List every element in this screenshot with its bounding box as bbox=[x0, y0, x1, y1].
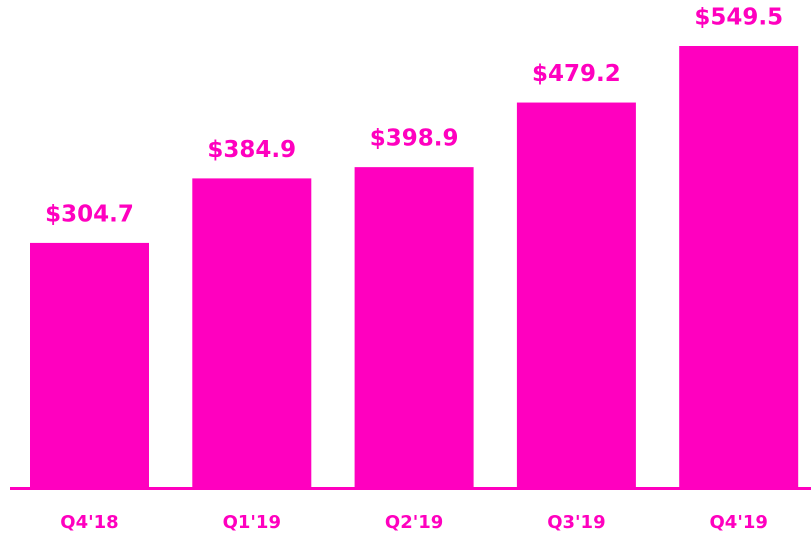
x-tick-label: Q1'19 bbox=[223, 512, 281, 533]
bar bbox=[516, 102, 636, 488]
bar bbox=[679, 46, 799, 488]
x-tick-label: Q4'18 bbox=[60, 512, 118, 533]
baseline bbox=[10, 487, 811, 490]
x-tick-label: Q3'19 bbox=[547, 512, 605, 533]
value-label: $398.9 bbox=[370, 126, 459, 152]
value-label: $304.7 bbox=[45, 201, 134, 227]
value-label: $384.9 bbox=[207, 137, 296, 163]
x-tick-label: Q2'19 bbox=[385, 512, 443, 533]
x-tick-label: Q4'19 bbox=[710, 512, 768, 533]
value-label: $479.2 bbox=[532, 61, 621, 87]
bar bbox=[30, 242, 149, 488]
bar bbox=[354, 167, 474, 488]
bar bbox=[192, 178, 312, 488]
value-label: $549.5 bbox=[694, 5, 783, 31]
